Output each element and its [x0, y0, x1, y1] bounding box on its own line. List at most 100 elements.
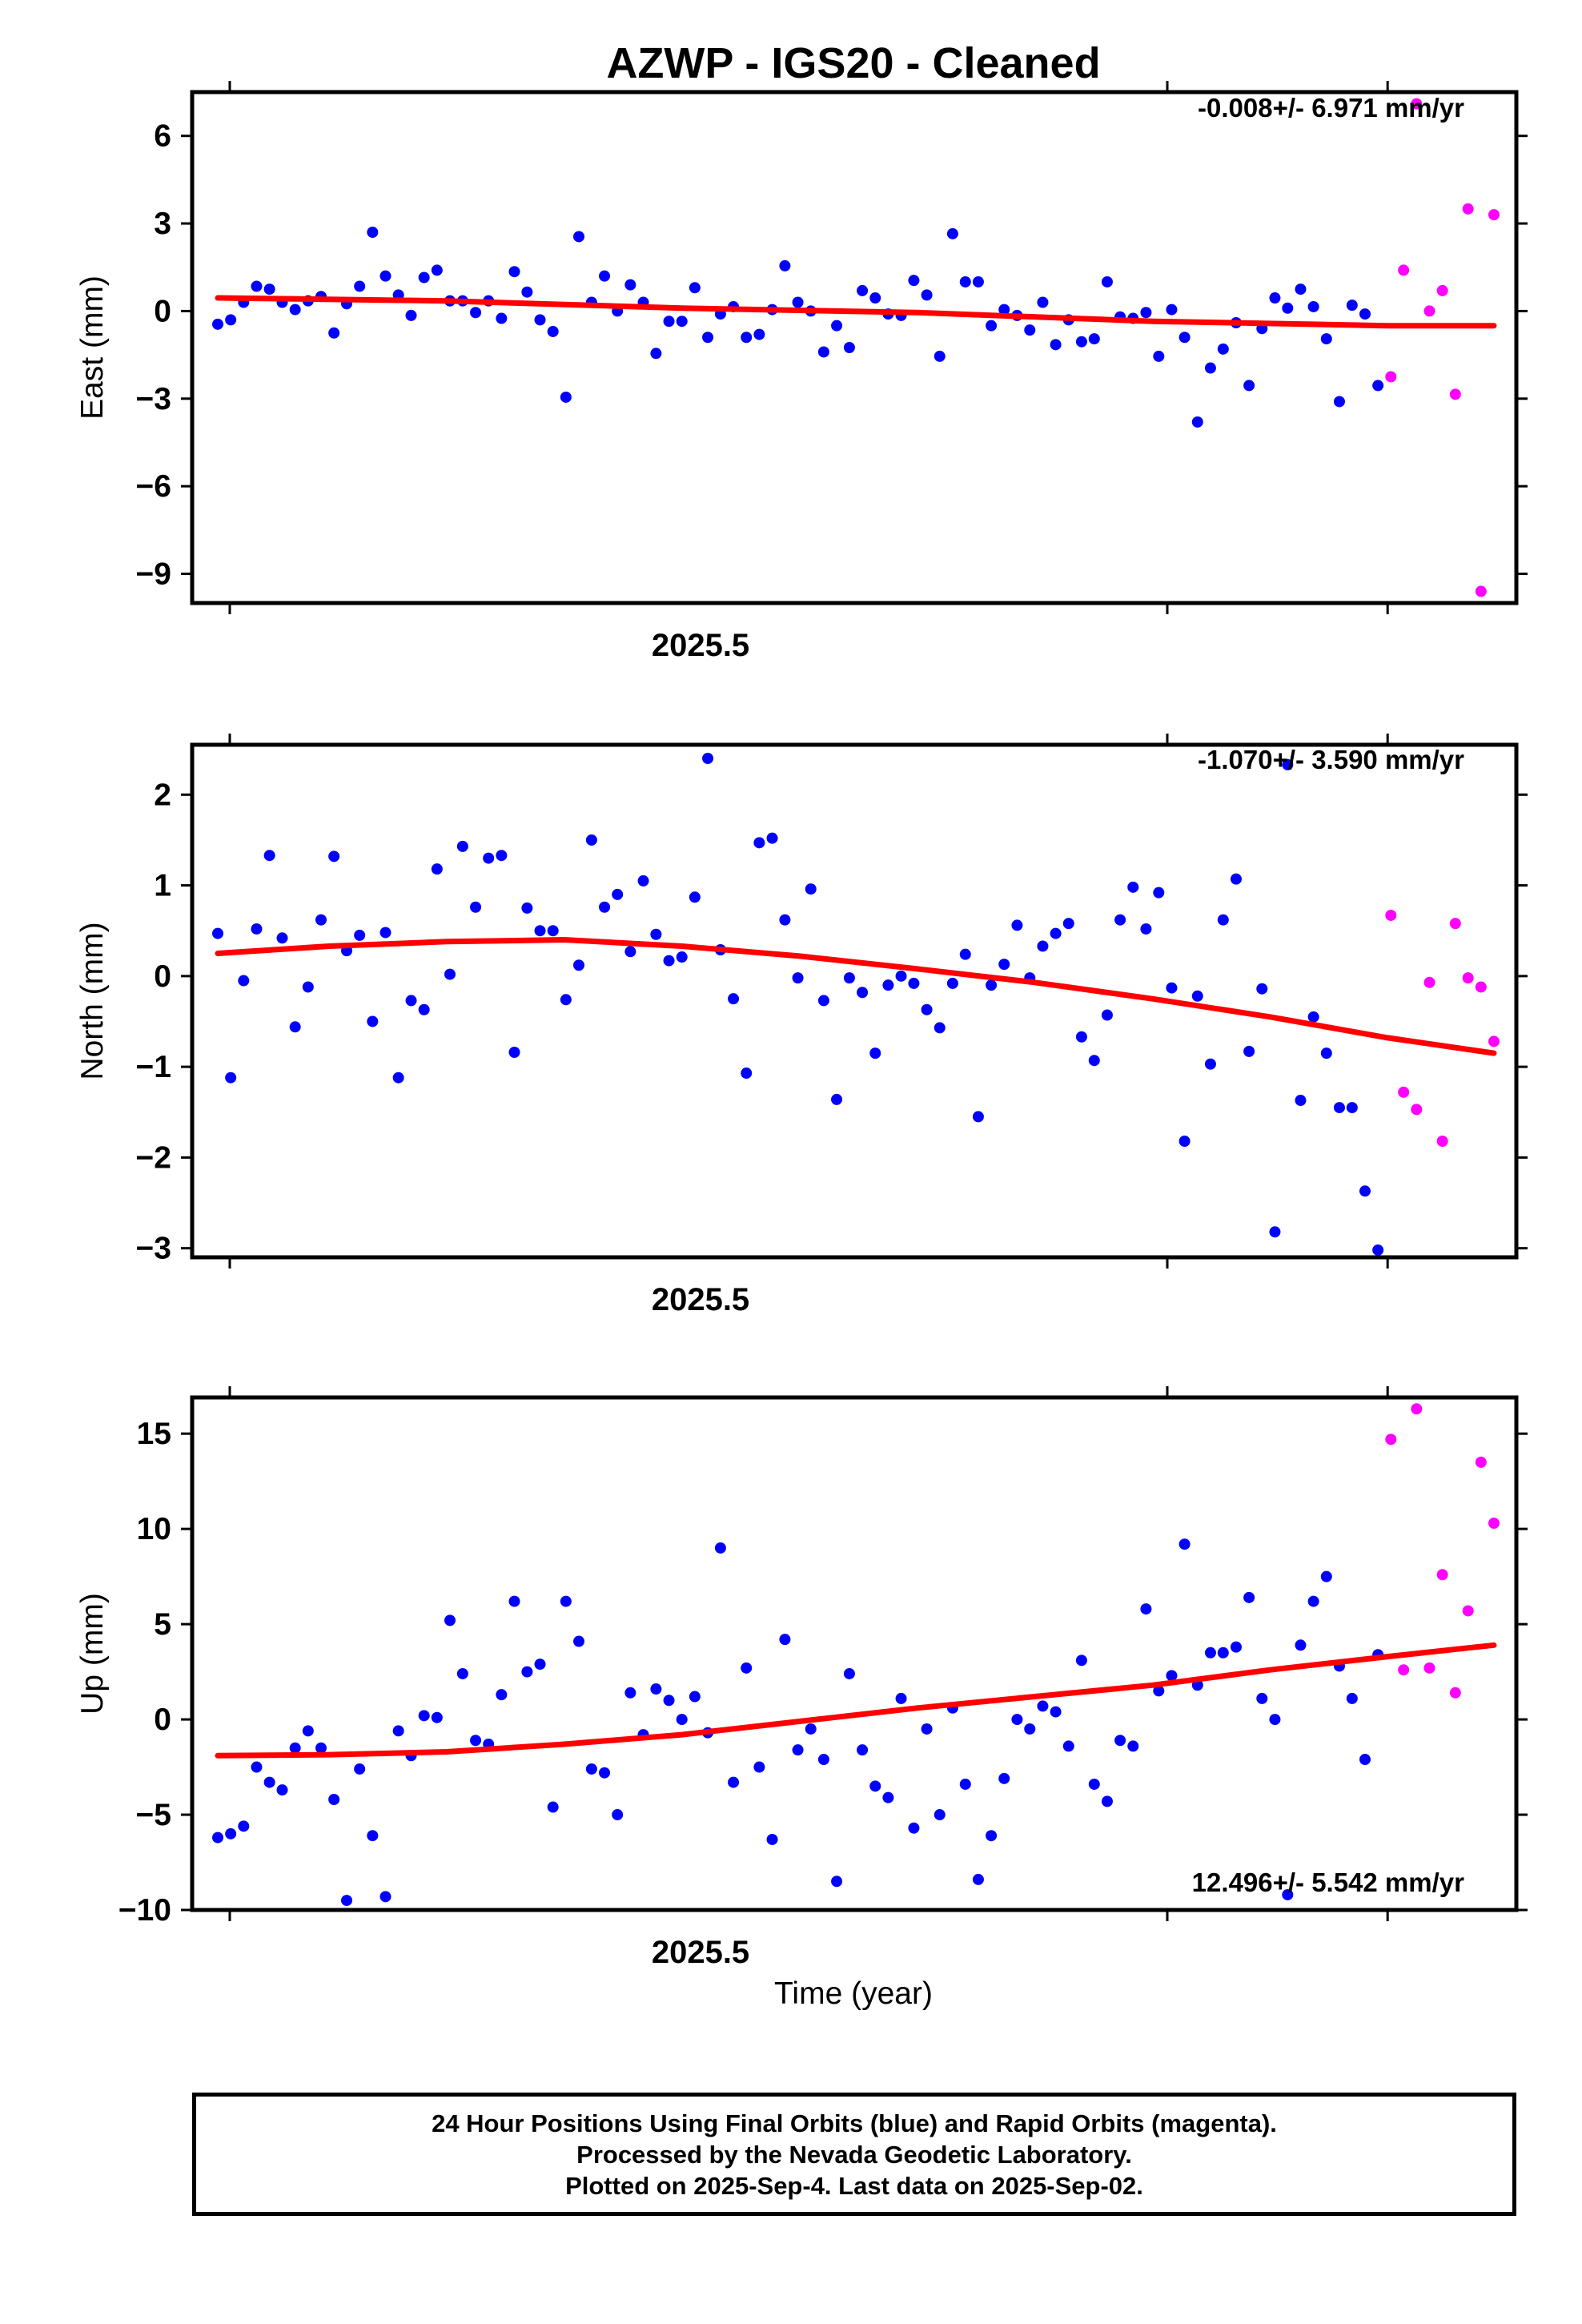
north-final-point [225, 1072, 237, 1084]
east-final-point [843, 342, 855, 353]
north-final-point [869, 1047, 881, 1059]
up-final-point [882, 1791, 894, 1803]
north-final-point [315, 914, 327, 926]
east-final-point [251, 280, 263, 292]
up-final-point [315, 1742, 327, 1754]
up-final-point [496, 1689, 508, 1701]
east-final-point [1282, 302, 1294, 314]
east-final-point [547, 325, 559, 337]
north-final-point [212, 927, 223, 939]
footer-note-box: 24 Hour Positions Using Final Orbits (bl… [192, 2093, 1516, 2216]
up-final-point [689, 1691, 701, 1703]
east-final-point [650, 348, 662, 360]
up-final-point [212, 1831, 223, 1844]
east-final-point [560, 391, 572, 403]
north-final-point [367, 1015, 379, 1027]
north-final-point [779, 914, 791, 926]
footer-line-3: Plotted on 2025-Sep-4. Last data on 2025… [565, 2171, 1143, 2200]
north-final-point [1372, 1244, 1384, 1256]
north-final-point [637, 875, 649, 887]
up-final-point [986, 1830, 998, 1842]
up-final-point [1269, 1714, 1281, 1726]
north-velocity-label: -1.070+/- 3.590 mm/yr [1198, 745, 1464, 774]
north-final-point [1011, 919, 1023, 931]
up-final-point [1256, 1692, 1268, 1704]
north-final-point [1166, 982, 1178, 994]
up-final-point [251, 1761, 263, 1773]
east-rapid-point [1423, 305, 1435, 317]
east-final-point [1178, 332, 1191, 344]
north-rapid-point [1462, 972, 1474, 984]
north-final-point [444, 968, 456, 980]
east-final-point [1269, 292, 1281, 304]
up-final-point [753, 1761, 765, 1773]
up-rapid-point [1462, 1605, 1474, 1617]
up-final-point [612, 1809, 624, 1821]
north-final-point [882, 979, 894, 991]
up-final-point [741, 1662, 753, 1674]
east-final-point [663, 316, 675, 328]
east-final-point [934, 350, 946, 362]
up-final-point [573, 1635, 585, 1647]
east-final-point [1346, 300, 1358, 312]
up-final-point [302, 1725, 314, 1737]
north-final-point [1256, 983, 1268, 995]
east-final-point [1140, 307, 1152, 319]
north-final-point [1295, 1095, 1307, 1107]
up-ytick-label: 5 [154, 1607, 171, 1642]
north-final-point [741, 1068, 753, 1080]
figure-title: AZWP - IGS20 - Cleaned [606, 39, 1100, 87]
up-final-point [1062, 1740, 1074, 1752]
up-final-point [895, 1692, 907, 1704]
up-rapid-point [1475, 1456, 1487, 1468]
north-final-point [689, 891, 701, 903]
north-final-point [702, 752, 714, 764]
footer-line-2: Processed by the Nevada Geodetic Laborat… [576, 2140, 1132, 2169]
north-plot-frame [190, 742, 1519, 1260]
up-final-point [805, 1723, 817, 1735]
north-final-point [470, 901, 482, 913]
north-final-point [1088, 1055, 1100, 1067]
up-final-point [1282, 1888, 1294, 1900]
north-y-axis-label: North (mm) [75, 922, 110, 1080]
up-final-point [585, 1763, 597, 1775]
north-rapid-point [1436, 1136, 1448, 1148]
east-final-point [1101, 275, 1113, 287]
up-final-point [650, 1683, 662, 1695]
east-final-point [986, 320, 998, 332]
north-final-point [1050, 927, 1062, 939]
east-final-point [1359, 308, 1371, 320]
up-final-point [792, 1744, 804, 1756]
east-final-point [367, 226, 379, 238]
up-plot-frame [190, 1395, 1519, 1912]
up-final-point [1307, 1595, 1319, 1607]
north-final-point [599, 901, 611, 913]
up-ytick-label: −5 [136, 1798, 171, 1832]
north-final-point [998, 959, 1010, 971]
north-final-point [418, 1003, 430, 1015]
up-ytick-label: 15 [137, 1417, 171, 1451]
north-ytick-label: 1 [154, 869, 171, 903]
north-ytick-label: −2 [136, 1140, 171, 1175]
x-axis-label: Time (year) [774, 1976, 933, 2011]
north-final-point [831, 1093, 843, 1105]
north-final-point [392, 1072, 404, 1084]
north-final-point [921, 1003, 933, 1015]
up-final-point [1011, 1714, 1023, 1726]
east-rapid-point [1449, 388, 1461, 400]
east-final-point [702, 332, 714, 344]
north-final-point [1127, 881, 1139, 893]
north-final-point [289, 1021, 301, 1033]
north-final-point [521, 902, 533, 914]
east-xtick-label: 2025.5 [652, 628, 749, 663]
up-final-point [547, 1801, 559, 1813]
up-rapid-point [1436, 1569, 1448, 1581]
north-final-point [1243, 1045, 1255, 1057]
east-final-point [1075, 336, 1087, 348]
north-final-point [1062, 918, 1074, 930]
east-final-point [1037, 296, 1049, 308]
east-rapid-point [1475, 585, 1487, 597]
north-final-point [1101, 1009, 1113, 1021]
north-fit-curve [215, 937, 1497, 1056]
east-panel: 6 3 0 −3 −6 −9 2025.5 East (mm) -0.008+/- 6.971 … [75, 81, 1528, 663]
